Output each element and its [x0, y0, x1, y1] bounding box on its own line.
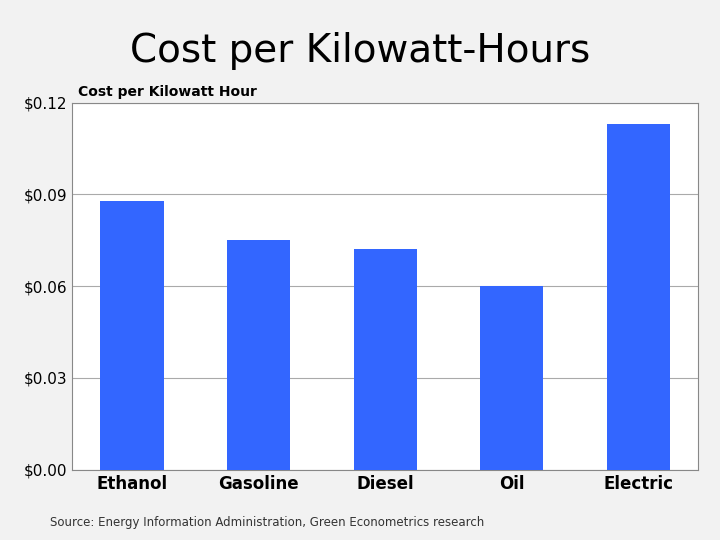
- Bar: [354, 249, 417, 470]
- Text: Cost per Kilowatt Hour: Cost per Kilowatt Hour: [78, 85, 257, 99]
- Bar: [607, 124, 670, 470]
- Bar: [227, 240, 290, 470]
- Bar: [101, 200, 163, 470]
- Bar: [480, 286, 544, 470]
- Text: Cost per Kilowatt-Hours: Cost per Kilowatt-Hours: [130, 32, 590, 70]
- Text: Source: Energy Information Administration, Green Econometrics research: Source: Energy Information Administratio…: [50, 516, 485, 529]
